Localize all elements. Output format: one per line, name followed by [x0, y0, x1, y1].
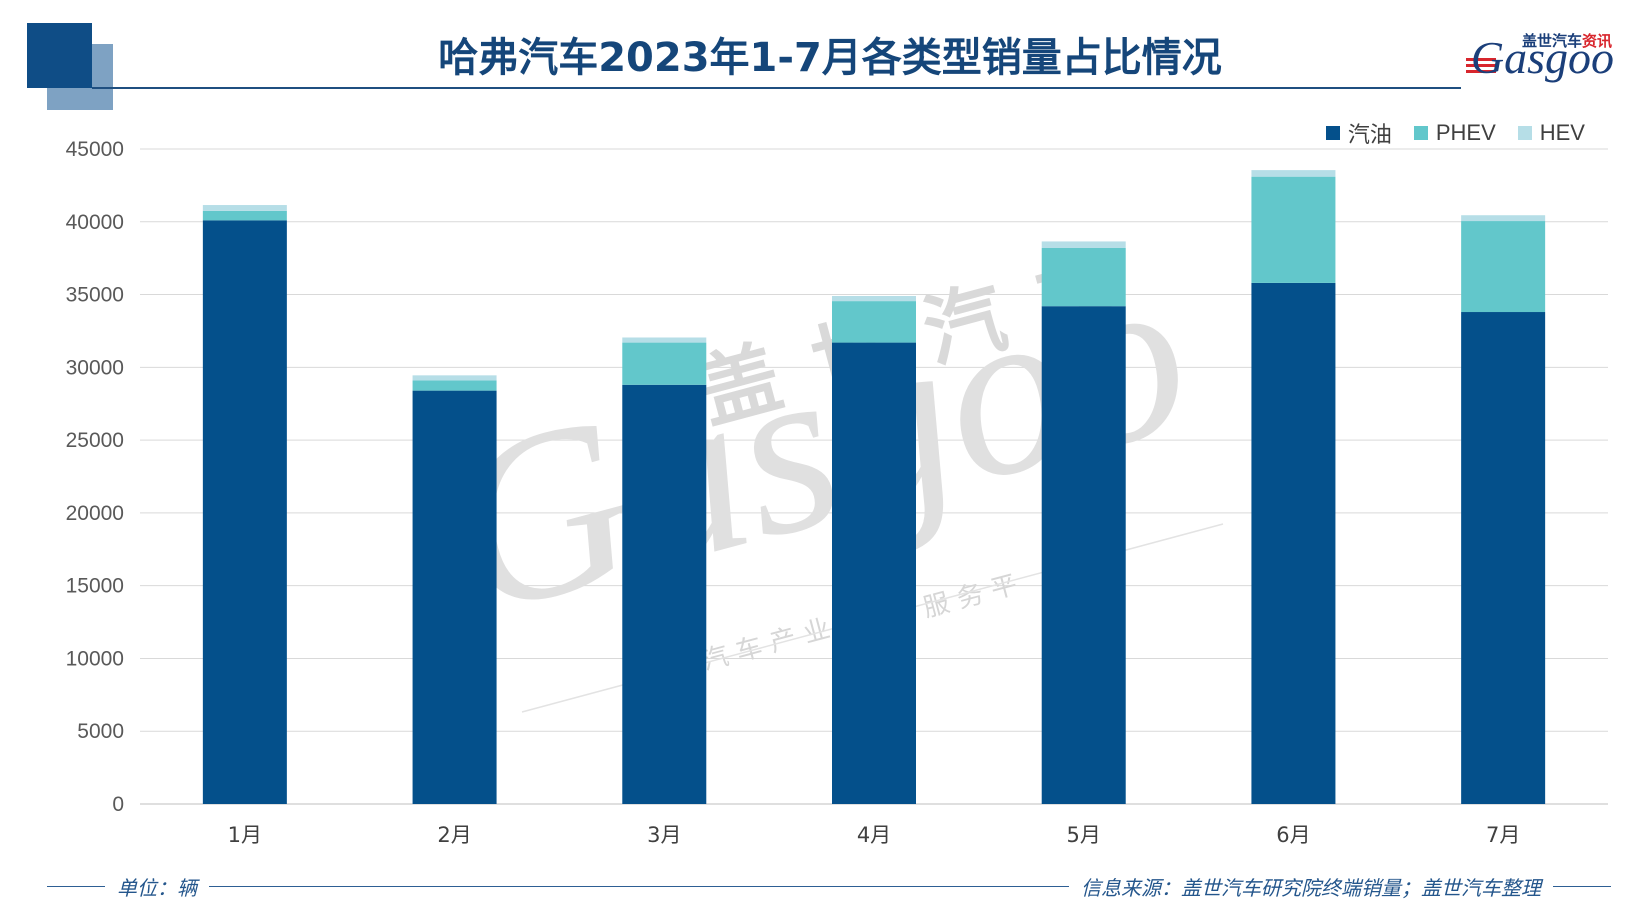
y-tick-label: 30000: [66, 356, 124, 379]
x-tick-label: 3月: [647, 823, 681, 847]
bar-segment-series1-month3: [622, 384, 707, 804]
bar-segment-series3-month2: [412, 375, 497, 381]
source-note: 信息来源：盖世汽车研究院终端销量；盖世汽车整理: [1081, 875, 1541, 900]
y-tick-label: 35000: [66, 284, 124, 307]
bar-segment-series3-month5: [1041, 241, 1126, 248]
y-tick-label: 0: [112, 793, 124, 816]
legend-swatch: [1413, 126, 1428, 140]
watermark-tagline-right: 服务平: [920, 568, 1029, 624]
bar-segment-series2-month7: [1461, 221, 1546, 313]
legend-item-series-3: HEV: [1517, 120, 1585, 146]
footer-rule-middle: [209, 885, 1069, 887]
watermark-tagline-left: 汽车产业: [699, 612, 842, 677]
bar-segment-series1-month7: [1461, 312, 1546, 804]
y-tick-label: 25000: [66, 429, 124, 452]
legend-label: PHEV: [1435, 120, 1496, 145]
legend-swatch: [1517, 126, 1532, 140]
bar-segment-series1-month5: [1041, 306, 1126, 804]
x-tick-label: 6月: [1276, 823, 1310, 847]
legend-label: 汽油: [1347, 122, 1392, 147]
logo-stripe: [1466, 64, 1496, 67]
footer-rule-right: [1553, 885, 1611, 887]
y-tick-label: 20000: [66, 502, 124, 525]
x-tick-label: 1月: [228, 823, 262, 847]
bar-segment-series3-month7: [1461, 215, 1546, 222]
bar-segment-series3-month1: [202, 205, 287, 211]
chart-title: 哈弗汽车2023年1-7月各类型销量占比情况: [438, 35, 1222, 81]
logo-chinese-main: 盖世汽车: [1521, 32, 1582, 50]
y-tick-label: 45000: [66, 138, 124, 161]
bars: [202, 170, 1546, 805]
title-underline: [92, 87, 1461, 89]
x-tick-label: 2月: [437, 823, 471, 847]
y-tick-label: 5000: [77, 720, 124, 743]
bar-segment-series2-month1: [202, 210, 287, 221]
bar-segment-series1-month2: [412, 390, 497, 804]
logo-stripe: [1466, 70, 1496, 73]
logo-wordmark: Gasgoo: [1470, 32, 1614, 83]
header-accent-square-dark: [27, 23, 92, 88]
bar-segment-series2-month3: [622, 342, 707, 385]
x-tick-label: 5月: [1067, 823, 1101, 847]
gasgoo-logo: 盖世汽车资讯 Gasgoo: [1454, 30, 1614, 90]
bar-segment-series2-month2: [412, 380, 497, 391]
x-tick-label: 7月: [1486, 823, 1520, 847]
bar-segment-series2-month4: [832, 301, 916, 343]
bar-segment-series3-month6: [1251, 170, 1336, 177]
chart-legend: 汽油 PHEV HEV: [1325, 117, 1585, 149]
unit-note: 单位：辆: [117, 875, 197, 900]
y-tick-label: 40000: [66, 211, 124, 234]
bar-segment-series2-month5: [1041, 247, 1126, 307]
legend-item-series-2: PHEV: [1413, 120, 1496, 146]
footer: 单位：辆 信息来源：盖世汽车研究院终端销量；盖世汽车整理: [47, 874, 1611, 900]
bar-segment-series3-month3: [622, 337, 707, 343]
logo-chinese-accent: 资讯: [1581, 32, 1612, 50]
logo-stripe: [1466, 58, 1496, 61]
bar-segment-series1-month6: [1251, 282, 1336, 804]
legend-swatch: [1325, 126, 1340, 140]
bar-segment-series3-month4: [832, 296, 916, 302]
y-tick-label: 15000: [66, 575, 124, 598]
logo-chinese: 盖世汽车资讯: [1522, 32, 1612, 50]
footer-rule-left: [47, 885, 105, 887]
legend-label: HEV: [1539, 120, 1585, 145]
x-axis-labels: 1月 2月 3月 4月 5月 6月 7月: [228, 823, 1521, 847]
y-tick-label: 10000: [66, 647, 124, 670]
legend-item-series-1: 汽油: [1325, 117, 1392, 149]
bar-segment-series2-month6: [1251, 176, 1336, 283]
x-tick-label: 4月: [857, 823, 891, 847]
bar-segment-series1-month4: [832, 342, 916, 804]
bar-segment-series1-month1: [202, 220, 287, 805]
